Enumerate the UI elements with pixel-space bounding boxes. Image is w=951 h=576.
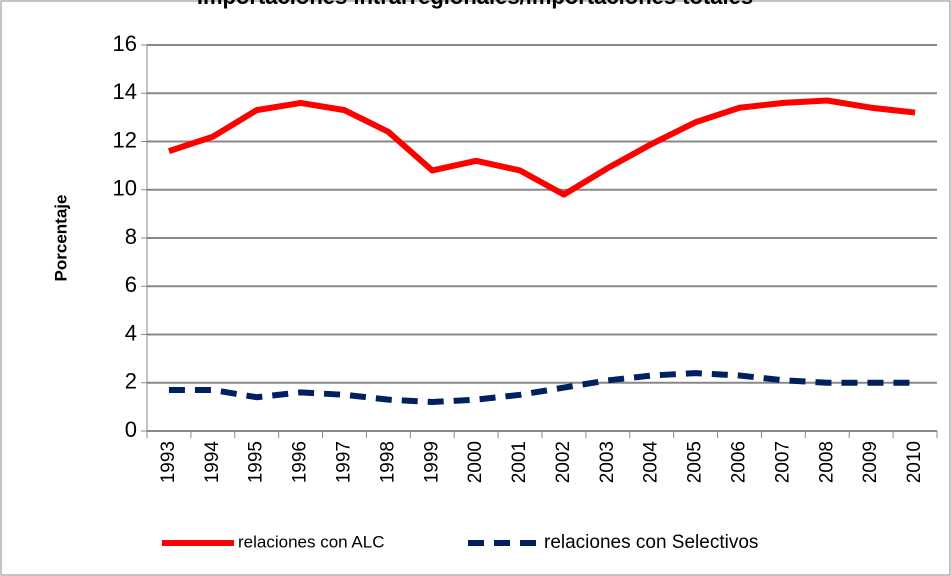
x-tick-label: 1995	[246, 441, 267, 483]
y-tick-label: 8	[125, 224, 137, 249]
y-tick-label: 0	[125, 417, 137, 442]
y-tick-label: 4	[125, 320, 137, 345]
x-tick-label: 1997	[334, 441, 355, 483]
x-tick-label: 2008	[816, 441, 837, 483]
x-tick-label: 1996	[290, 441, 311, 483]
x-tick-label: 1993	[158, 441, 179, 483]
x-tick-label: 2006	[729, 441, 750, 483]
y-tick-label: 12	[113, 127, 137, 152]
x-tick-label: 2005	[685, 441, 706, 483]
y-tick-label: 6	[125, 272, 137, 297]
x-tick-label: 2002	[553, 441, 574, 483]
x-tick-label: 2009	[860, 441, 881, 483]
x-tick-label: 2003	[597, 441, 618, 483]
x-tick-label: 2000	[465, 441, 486, 483]
x-tick-label: 2007	[772, 441, 793, 483]
legend-label: relaciones con Selectivos	[544, 532, 758, 553]
y-tick-label: 14	[113, 79, 137, 104]
legend-label: relaciones con ALC	[238, 532, 384, 551]
y-tick-label: 2	[125, 369, 137, 394]
x-tick-label: 2004	[641, 441, 662, 484]
y-tick-label: 16	[113, 31, 137, 56]
series-line	[168, 97, 916, 198]
chart-title: Importaciones intrarregionales/importaci…	[197, 0, 753, 9]
x-tick-label: 1999	[421, 441, 442, 483]
y-tick-label: 10	[113, 176, 137, 201]
series-line	[168, 370, 916, 406]
x-tick-label: 2001	[509, 441, 530, 483]
x-tick-label: 1998	[377, 441, 398, 483]
x-tick-label: 2010	[904, 441, 925, 483]
x-tick-label: 1994	[202, 441, 223, 484]
y-axis-label: Porcentaje	[51, 195, 70, 282]
